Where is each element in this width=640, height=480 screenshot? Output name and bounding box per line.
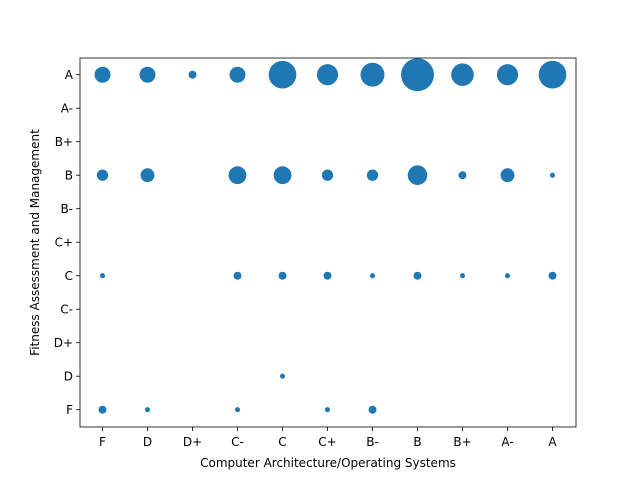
- x-axis-ticks: F D D+ C- C C+ B- B B+ A- A: [99, 427, 557, 449]
- y-axis-label: Fitness Assessment and Management: [28, 129, 42, 356]
- scatter-point: [278, 271, 287, 280]
- x-tick-label: C+: [318, 435, 336, 449]
- scatter-point: [369, 273, 376, 279]
- scatter-point: [496, 64, 519, 86]
- scatter-point: [321, 169, 334, 181]
- scatter-point: [233, 271, 242, 280]
- scatter-point: [500, 168, 515, 183]
- scatter-point: [316, 64, 339, 86]
- scatter-point: [139, 66, 156, 83]
- x-tick-label: C: [278, 435, 286, 449]
- scatter-point: [273, 166, 292, 185]
- scatter-point: [407, 165, 428, 185]
- x-tick-label: B: [413, 435, 421, 449]
- y-tick-label: B: [65, 169, 73, 183]
- scatter-point: [549, 172, 556, 178]
- x-tick-label: F: [99, 435, 106, 449]
- scatter-point: [401, 58, 434, 92]
- y-tick-label: D+: [54, 336, 73, 350]
- scatter-point: [99, 273, 106, 279]
- scatter-point: [96, 169, 109, 181]
- y-tick-label: A-: [61, 102, 73, 116]
- x-tick-label: B-: [366, 435, 379, 449]
- x-tick-label: A: [548, 435, 557, 449]
- scatter-point: [268, 60, 297, 89]
- y-axis-ticks: A A- B+ B B- C+ C C- D+ D F: [54, 68, 80, 417]
- y-tick-label: B+: [55, 135, 73, 149]
- scatter-point: [229, 66, 246, 83]
- scatter-point: [228, 166, 247, 185]
- scatter-point: [188, 70, 197, 79]
- scatter-point: [324, 407, 331, 413]
- scatter-point: [140, 168, 155, 183]
- x-axis-label: Computer Architecture/Operating Systems: [200, 456, 456, 470]
- scatter-point: [323, 271, 332, 280]
- x-tick-label: D: [143, 435, 152, 449]
- scatter-point: [94, 66, 111, 83]
- y-tick-label: D: [64, 370, 73, 384]
- scatter-point: [360, 62, 385, 87]
- y-tick-label: C-: [60, 303, 73, 317]
- scatter-point: [538, 60, 567, 89]
- scatter-point: [451, 63, 474, 86]
- scatter-point: [144, 407, 151, 413]
- scatter-point: [366, 169, 379, 181]
- x-tick-label: B+: [453, 435, 471, 449]
- scatter-point: [98, 405, 107, 414]
- scatter-point: [458, 171, 467, 180]
- scatter-point: [504, 273, 511, 279]
- y-tick-label: F: [66, 403, 73, 417]
- x-tick-label: D+: [183, 435, 202, 449]
- scatter-point: [368, 405, 377, 414]
- scatter-point: [413, 271, 422, 280]
- points-layer: [94, 58, 567, 414]
- scatter-point: [279, 373, 286, 379]
- y-tick-label: C: [65, 269, 73, 283]
- y-tick-label: C+: [55, 236, 73, 250]
- x-tick-label: A-: [501, 435, 513, 449]
- y-tick-label: A: [65, 68, 74, 82]
- scatter-point: [548, 271, 557, 280]
- scatter-point: [234, 407, 241, 413]
- x-tick-label: C-: [231, 435, 244, 449]
- y-tick-label: B-: [60, 202, 73, 216]
- scatter-point: [459, 273, 466, 279]
